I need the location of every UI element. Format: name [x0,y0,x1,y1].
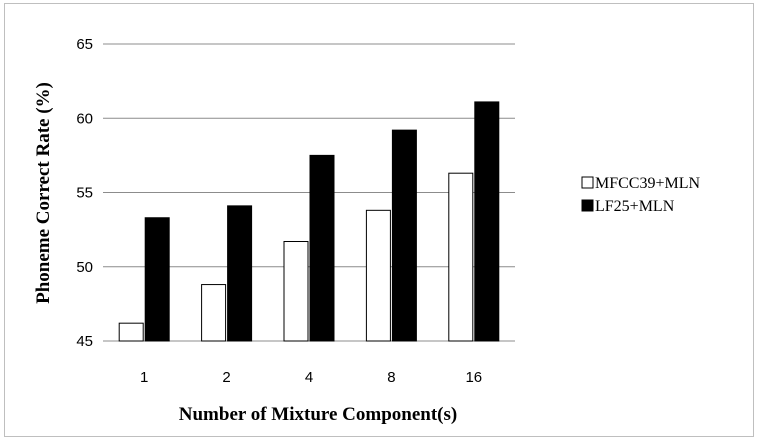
legend-label-mfcc39-mln: MFCC39+MLN [595,175,700,192]
x-axis-title: Number of Mixture Component(s) [179,404,457,425]
x-tick-label: 2 [222,369,230,386]
gridlines [103,43,515,342]
bar-lf25-mln-4 [309,154,335,342]
x-tick-label: 16 [465,369,482,386]
y-tick-label: 45 [76,333,93,350]
bar-mfcc39-mln-8 [365,209,391,342]
bar-mfcc39-mln-16 [448,172,474,342]
y-tick-label: 55 [76,185,93,202]
y-tick-labels: 45 50 55 60 65 [76,36,93,350]
legend-label-lf25-mln: LF25+MLN [595,198,675,215]
bar-lf25-mln-1 [144,217,170,342]
bar-mfcc39-mln-1 [118,322,144,342]
y-tick-label: 65 [76,36,93,53]
y-tick-label: 60 [76,110,93,127]
bar-lf25-mln-16 [474,101,500,342]
x-tick-label: 8 [387,369,395,386]
legend: MFCC39+MLN LF25+MLN [581,175,700,215]
legend-swatch-mfcc39-mln [581,176,594,189]
bar-mfcc39-mln-2 [201,284,227,342]
bar-lf25-mln-2 [227,205,253,342]
bar-lf25-mln-8 [391,129,417,342]
x-tick-label: 4 [305,369,313,386]
x-tick-labels: 1 2 4 8 16 [140,369,482,386]
x-tick-label: 1 [140,369,148,386]
y-axis-title: Phoneme Correct Rate (%) [33,82,54,304]
y-tick-label: 50 [76,259,93,276]
bars [118,101,500,342]
bar-mfcc39-mln-4 [283,241,309,342]
legend-swatch-lf25-mln [581,199,594,212]
